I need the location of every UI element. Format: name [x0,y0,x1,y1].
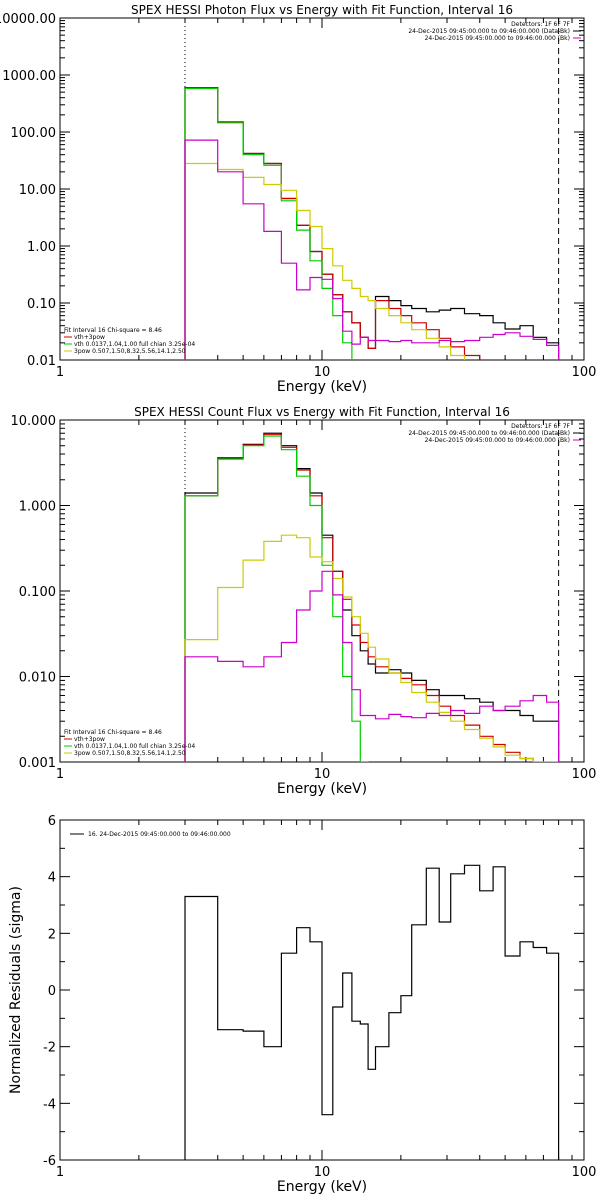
chart-title: SPEX HESSI Count Flux vs Energy with Fit… [134,405,510,419]
x-tick-label: 1 [56,1165,64,1180]
legend-entry: vth 0.0137,1.04,1.00 full chian 3.25e-04 [74,743,195,750]
legend-entry: vth 0.0137,1.04,1.00 full chian 3.25e-04 [74,341,195,348]
x-axis-label: Energy (keV) [277,379,367,395]
y-tick-label: 0.001 [19,756,56,771]
series-line-3 [184,435,369,762]
legend-entry: 3pow 0.507,1.50,8.32,5.56,14.1,2.50 [74,750,186,757]
chart-panel-1: SPEX HESSI Photon Flux vs Energy with Fi… [0,3,596,395]
y-tick-label: 10.000 [11,414,57,429]
series-line-1 [184,432,560,762]
x-tick-label: 10 [314,365,331,380]
y-tick-label: -2 [43,1041,56,1056]
legend-entry: vth+3pow [74,334,105,341]
series-line-4 [184,534,560,762]
legend-entry: Fit Interval 16 Chi-square = 8.46 [64,729,162,736]
x-tick-label: 100 [572,767,597,782]
legend-entry: 16. 24-Dec-2015 09:45:00.000 to 09:46:00… [88,831,231,838]
chart-panel-2: SPEX HESSI Count Flux vs Energy with Fit… [11,405,597,797]
legend-entry: vth+3pow [74,736,105,743]
y-tick-label: 10.00 [19,183,56,198]
x-tick-label: 1 [56,767,64,782]
x-axis-label: Energy (keV) [277,781,367,797]
y-axis-label: Normalized Residuals (sigma) [8,886,24,1094]
x-tick-label: 10 [314,1165,331,1180]
y-tick-label: 1.00 [27,240,56,255]
x-tick-label: 1 [56,365,64,380]
x-tick-label: 10 [314,767,331,782]
y-tick-label: 1.000 [19,500,56,515]
y-tick-label: 100.00 [11,126,57,141]
y-tick-label: 10000.00 [0,12,56,27]
series-line-2 [184,433,560,762]
legend-entry: 3pow 0.507,1.50,8.32,5.56,14.1,2.50 [74,348,186,355]
x-tick-label: 100 [572,1165,597,1180]
y-tick-label: 0 [48,984,56,999]
series-line-1 [184,864,560,1160]
y-tick-label: 6 [48,814,56,829]
plot-frame [59,17,585,361]
legend-entry: 24-Dec-2015 09:45:00.000 to 09:46:00.000… [425,35,570,42]
legend-entry: Fit Interval 16 Chi-square = 8.46 [64,327,162,334]
series-line-3 [184,87,353,360]
x-axis-label: Energy (keV) [277,1179,367,1195]
legend-entry: 24-Dec-2015 09:45:00.000 to 09:46:00.000… [408,430,570,437]
y-tick-label: 4 [48,871,56,886]
legend-entry: Detectors: 1F 6F 7F [511,21,570,28]
series-line-4 [184,162,466,360]
y-tick-label: 0.10 [27,297,56,312]
y-tick-label: 0.010 [19,671,56,686]
y-tick-label: -4 [43,1097,56,1112]
series-line-1 [184,87,560,360]
y-tick-label: 0.100 [19,585,56,600]
legend-entry: 24-Dec-2015 09:45:00.000 to 09:46:00.000… [408,28,570,35]
y-tick-label: 1000.00 [2,69,56,84]
series-line-5 [184,139,560,360]
chart-panel-3: 1 10 100 Energy (keV) -6 -4 -2 0 2 4 6 Normalized R… [8,814,596,1195]
series-line-5 [184,570,560,762]
legend-entry: Detectors: 1F 6F 7F [511,423,570,430]
y-tick-label: 0.01 [27,354,56,369]
y-tick-label: -6 [43,1154,56,1169]
y-tick-label: 2 [48,927,56,942]
chart-title: SPEX HESSI Photon Flux vs Energy with Fi… [131,3,513,17]
x-tick-label: 100 [572,365,597,380]
legend-entry: 24-Dec-2015 09:45:00.000 to 09:46:00.000… [425,437,570,444]
